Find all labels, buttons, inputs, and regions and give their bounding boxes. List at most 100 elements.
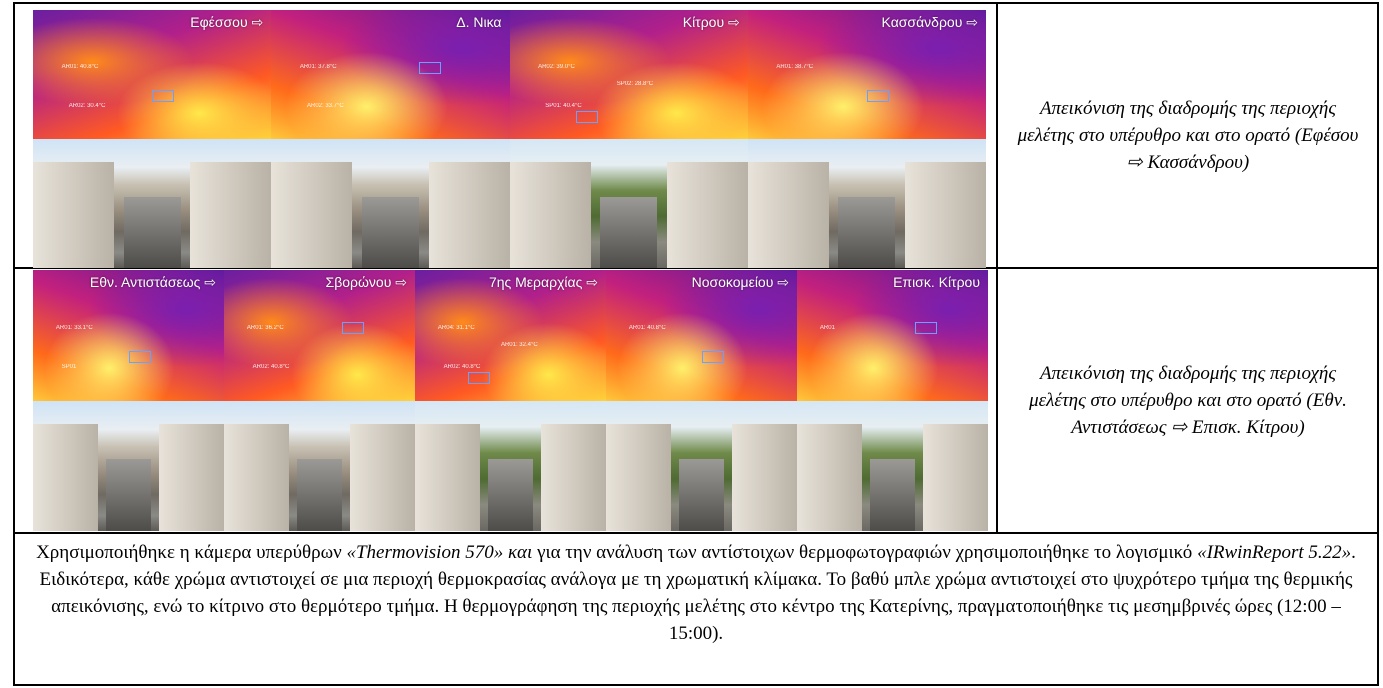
thermal-image: Εθν. Αντιστάσεως ⇨ AR01: 33.1°C SP01: [33, 270, 224, 401]
street-label: 7ης Μεραρχίας ⇨: [488, 274, 598, 290]
visible-light-image: [606, 400, 797, 531]
measurement-area-box: [915, 322, 938, 335]
street-photo-pair: Κασσάνδρου ⇨ AR01: 38.7°C: [747, 10, 986, 268]
street-building: [666, 162, 748, 268]
row-divider: [13, 267, 1379, 269]
street-building: [190, 162, 272, 268]
street-label: Κίτρου ⇨: [682, 14, 740, 30]
street-building: [350, 423, 415, 531]
measurement-area-box: [418, 61, 441, 74]
thermal-image: Κίτρου ⇨ AR02: 39.0°C SP01: 40.4°C SP02: 28…: [509, 10, 748, 139]
temperature-annotation: AR02: 30.4°C: [68, 102, 106, 109]
visible-light-image: [33, 139, 272, 268]
street-label: Επισκ. Κίτρου: [893, 274, 980, 290]
thermal-image: Επισκ. Κίτρου AR01: [797, 270, 988, 401]
camera-name: «Thermovision 570» και: [346, 542, 533, 563]
visible-light-image: [797, 400, 988, 531]
visible-light-image: [747, 139, 986, 268]
street-building: [33, 423, 98, 531]
thermal-image: Νοσοκομείου ⇨ AR01: 40.8°C: [606, 270, 797, 401]
visible-light-image: [509, 139, 748, 268]
street-building: [271, 162, 353, 268]
temperature-annotation: AR02: 33.7°C: [306, 102, 344, 109]
visible-light-image: [415, 400, 606, 531]
street-building: [159, 423, 224, 531]
row-2-description: Απεικόνιση της διαδρομής της περιοχής με…: [1029, 363, 1347, 438]
caption-text-1: Χρησιμοποιήθηκε η κάμερα υπερύθρων: [36, 542, 347, 563]
row-divider: [13, 532, 1379, 534]
measurement-area-box: [701, 350, 724, 363]
street-road: [678, 459, 725, 531]
street-road: [296, 459, 343, 531]
temperature-annotation: SP01: [61, 363, 77, 370]
street-photo-pair: Επισκ. Κίτρου AR01: [797, 270, 988, 531]
measurement-area-box: [128, 350, 151, 363]
street-road: [487, 459, 534, 531]
caption: Χρησιμοποιήθηκε η κάμερα υπερύθρων «Ther…: [15, 534, 1377, 684]
street-building: [415, 423, 480, 531]
temperature-annotation: AR01: 36.2°C: [246, 324, 284, 331]
temperature-annotation: AR04: 31.1°C: [437, 324, 475, 331]
temperature-annotation: AR01: 40.8°C: [628, 324, 666, 331]
table-border: [13, 2, 1379, 686]
street-building: [747, 162, 829, 268]
measurement-area-box: [342, 322, 365, 335]
street-building: [541, 423, 606, 531]
thermal-image: Σβορώνου ⇨ AR01: 36.2°C AR02: 40.8°C: [224, 270, 415, 401]
photo-strip-row-1: Εφέσσου ⇨ AR01: 40.8°C AR02: 30.4°C Δ. Νικα…: [33, 10, 986, 268]
street-road: [123, 197, 181, 268]
street-building: [606, 423, 671, 531]
street-building: [224, 423, 289, 531]
street-label: Κασσάνδρου ⇨: [881, 14, 978, 30]
street-building: [905, 162, 986, 268]
temperature-annotation: AR01: 37.8°C: [299, 64, 337, 71]
street-photo-pair: Κίτρου ⇨ AR02: 39.0°C SP01: 40.4°C SP02: 28…: [509, 10, 748, 268]
thermal-image: Εφέσσου ⇨ AR01: 40.8°C AR02: 30.4°C: [33, 10, 272, 139]
street-road: [600, 197, 658, 268]
thermal-image: Δ. Νικα AR01: 37.8°C AR02: 33.7°C: [271, 10, 510, 139]
row-1-description: Απεικόνιση της διαδρομής της περιοχής με…: [1017, 98, 1359, 173]
figure-table: Εφέσσου ⇨ AR01: 40.8°C AR02: 30.4°C Δ. Νικα…: [13, 2, 1379, 686]
caption-text-2: για την ανάλυση των αντίστοιχων θερμοφωτ…: [532, 542, 1198, 563]
photo-strip-row-2: Εθν. Αντιστάσεως ⇨ AR01: 33.1°C SP01 Σβορών…: [33, 270, 988, 531]
measurement-area-box: [866, 89, 889, 102]
measurement-area-box: [576, 110, 599, 123]
measurement-area-box: [152, 89, 175, 102]
visible-light-image: [224, 400, 415, 531]
street-road: [869, 459, 916, 531]
street-road: [361, 197, 419, 268]
temperature-annotation: AR01: 40.8°C: [61, 64, 99, 71]
street-label: Δ. Νικα: [456, 14, 502, 30]
street-building: [509, 162, 591, 268]
software-name: «IRwinReport 5.22»: [1197, 542, 1352, 563]
thermal-image: Κασσάνδρου ⇨ AR01: 38.7°C: [747, 10, 986, 139]
street-photo-pair: Εθν. Αντιστάσεως ⇨ AR01: 33.1°C SP01: [33, 270, 224, 531]
street-photo-pair: Σβορώνου ⇨ AR01: 36.2°C AR02: 40.8°C: [224, 270, 415, 531]
street-photo-pair: Εφέσσου ⇨ AR01: 40.8°C AR02: 30.4°C: [33, 10, 272, 268]
temperature-annotation: AR01: 32.4°C: [500, 341, 538, 348]
street-building: [732, 423, 797, 531]
street-label: Εφέσσου ⇨: [190, 14, 264, 30]
temperature-annotation: AR01: 38.7°C: [776, 64, 814, 71]
street-label: Εθν. Αντιστάσεως ⇨: [89, 274, 216, 290]
temperature-annotation: SP02: 28.8°C: [616, 80, 654, 87]
street-label: Σβορώνου ⇨: [325, 274, 407, 290]
street-road: [105, 459, 152, 531]
street-photo-pair: Νοσοκομείου ⇨ AR01: 40.8°C: [606, 270, 797, 531]
visible-light-image: [33, 400, 224, 531]
temperature-annotation: AR02: 40.8°C: [443, 363, 481, 370]
street-road: [838, 197, 896, 268]
visible-light-image: [271, 139, 510, 268]
temperature-annotation: AR01: 33.1°C: [55, 324, 93, 331]
street-label: Νοσοκομείου ⇨: [691, 274, 789, 290]
street-building: [923, 423, 988, 531]
street-building: [428, 162, 510, 268]
street-photo-pair: 7ης Μεραρχίας ⇨ AR04: 31.1°C AR02: 40.8°C A…: [415, 270, 606, 531]
street-building: [33, 162, 114, 268]
temperature-annotation: AR02: 40.8°C: [252, 363, 290, 370]
street-building: [797, 423, 862, 531]
caption-text-3: . Ειδικότερα, κάθε χρώμα αντιστοιχεί σε …: [39, 542, 1356, 644]
temperature-annotation: SP01: 40.4°C: [545, 102, 582, 109]
measurement-area-box: [468, 371, 491, 384]
street-photo-pair: Δ. Νικα AR01: 37.8°C AR02: 33.7°C: [271, 10, 510, 268]
